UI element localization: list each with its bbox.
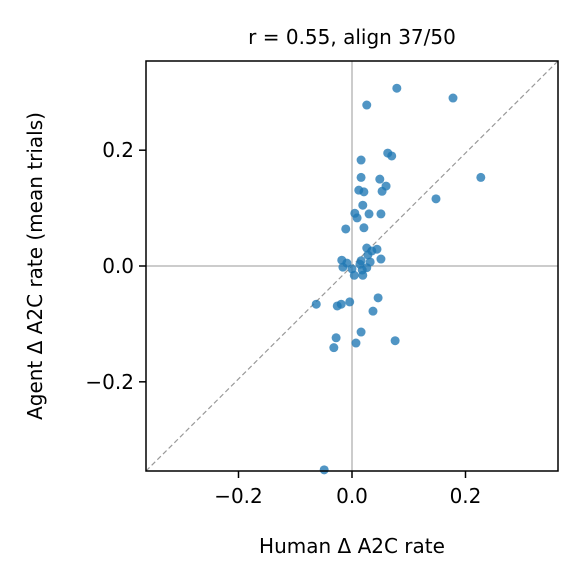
x-axis-label: Human Δ A2C rate bbox=[259, 534, 445, 558]
point bbox=[352, 213, 362, 223]
point bbox=[375, 174, 385, 184]
point bbox=[359, 223, 369, 233]
point bbox=[362, 100, 372, 110]
point bbox=[364, 209, 374, 219]
y-tick-label: 0.2 bbox=[102, 138, 134, 162]
point bbox=[377, 186, 387, 196]
point bbox=[356, 172, 366, 182]
point bbox=[476, 172, 486, 182]
point bbox=[373, 293, 383, 303]
point bbox=[349, 270, 359, 280]
point bbox=[351, 338, 361, 348]
plot-frame bbox=[145, 60, 559, 472]
point bbox=[338, 262, 348, 272]
chart-title: r = 0.55, align 37/50 bbox=[248, 25, 456, 49]
point bbox=[376, 254, 386, 264]
point bbox=[376, 209, 386, 219]
point bbox=[331, 333, 341, 343]
y-axis-label: Agent Δ A2C rate (mean trials) bbox=[23, 112, 47, 420]
point bbox=[332, 301, 342, 311]
point bbox=[329, 343, 339, 353]
point bbox=[358, 200, 368, 210]
point bbox=[345, 297, 355, 307]
y-tick-label: −0.2 bbox=[85, 370, 134, 394]
point bbox=[359, 187, 369, 197]
point bbox=[390, 336, 400, 346]
y-tick-label: 0.0 bbox=[102, 254, 134, 278]
x-tick-label: 0.0 bbox=[336, 484, 368, 508]
point bbox=[356, 327, 366, 337]
point bbox=[387, 151, 397, 161]
point bbox=[358, 270, 368, 280]
point bbox=[392, 83, 402, 93]
point bbox=[341, 224, 351, 234]
point bbox=[448, 93, 458, 103]
point bbox=[311, 299, 321, 309]
point bbox=[431, 194, 441, 204]
point bbox=[368, 306, 378, 316]
x-tick-label: 0.2 bbox=[450, 484, 482, 508]
x-tick-label: −0.2 bbox=[214, 484, 263, 508]
point bbox=[363, 250, 373, 260]
point bbox=[356, 155, 366, 165]
point bbox=[319, 465, 329, 475]
